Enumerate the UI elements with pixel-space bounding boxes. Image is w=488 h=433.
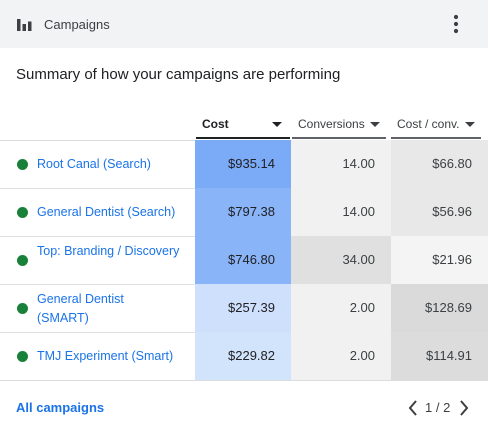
table-row: Top: Branding / Discovery $746.80 34.00 … bbox=[0, 236, 488, 284]
card-header: Campaigns bbox=[0, 0, 488, 48]
column-underline bbox=[196, 137, 290, 139]
cost-per-conv-cell: $114.91 bbox=[391, 332, 488, 380]
campaign-link[interactable]: TMJ Experiment (Smart) bbox=[37, 349, 174, 363]
status-enabled-icon bbox=[17, 159, 28, 170]
cost-per-conv-cell: $56.96 bbox=[391, 188, 488, 236]
table-row: Root Canal (Search) $935.14 14.00 $66.80 bbox=[0, 140, 488, 188]
conversions-cell: 2.00 bbox=[291, 332, 391, 380]
cost-per-conv-cell: $128.69 bbox=[391, 284, 488, 332]
page-indicator: 1 / 2 bbox=[425, 400, 451, 415]
summary-text: Summary of how your campaigns are perfor… bbox=[16, 66, 341, 83]
sort-arrow-icon bbox=[272, 122, 282, 127]
cost-cell: $229.82 bbox=[195, 332, 291, 380]
status-enabled-icon bbox=[17, 303, 28, 314]
column-underline bbox=[292, 137, 386, 139]
campaign-link[interactable]: Root Canal (Search) bbox=[37, 157, 151, 171]
column-header-cost[interactable]: Cost bbox=[196, 113, 290, 139]
status-enabled-icon bbox=[17, 207, 28, 218]
table-row: General Dentist (SMART) $257.39 2.00 $12… bbox=[0, 284, 488, 332]
column-header-label: Conversions bbox=[298, 117, 365, 131]
status-enabled-icon bbox=[17, 255, 28, 266]
row-divider bbox=[0, 188, 195, 189]
column-header-cost-per-conv[interactable]: Cost / conv. bbox=[391, 113, 481, 139]
column-header-label: Cost bbox=[202, 117, 229, 131]
campaign-link[interactable]: General Dentist (Search) bbox=[37, 205, 176, 219]
cost-cell: $746.80 bbox=[195, 236, 291, 284]
chevron-right-icon[interactable] bbox=[456, 398, 472, 418]
conversions-cell: 34.00 bbox=[291, 236, 391, 284]
cost-per-conv-cell: $66.80 bbox=[391, 140, 488, 188]
campaign-link[interactable]: Top: Branding / Discovery bbox=[37, 244, 180, 258]
conversions-cell: 14.00 bbox=[291, 188, 391, 236]
row-divider bbox=[0, 236, 195, 237]
dropdown-arrow-icon bbox=[465, 122, 475, 127]
status-enabled-icon bbox=[17, 351, 28, 362]
more-vert-icon[interactable] bbox=[446, 12, 466, 36]
table-row: General Dentist (Search) $797.38 14.00 $… bbox=[0, 188, 488, 236]
dropdown-arrow-icon bbox=[370, 122, 380, 127]
chevron-left-icon[interactable] bbox=[405, 398, 421, 418]
card-title: Campaigns bbox=[44, 17, 110, 32]
all-campaigns-link[interactable]: All campaigns bbox=[16, 400, 105, 415]
cost-per-conv-cell: $21.96 bbox=[391, 236, 488, 284]
cost-cell: $797.38 bbox=[195, 188, 291, 236]
column-underline bbox=[391, 137, 481, 139]
row-divider bbox=[0, 332, 195, 333]
column-header-conversions[interactable]: Conversions bbox=[292, 113, 386, 139]
campaign-link[interactable]: General Dentist (SMART) bbox=[37, 292, 124, 325]
table-row: TMJ Experiment (Smart) $229.82 2.00 $114… bbox=[0, 332, 488, 380]
bar-chart-icon bbox=[17, 19, 32, 31]
cost-cell: $935.14 bbox=[195, 140, 291, 188]
row-divider bbox=[0, 284, 195, 285]
column-header-label: Cost / conv. bbox=[397, 117, 460, 131]
table-bottom-divider bbox=[0, 380, 488, 381]
cost-cell: $257.39 bbox=[195, 284, 291, 332]
conversions-cell: 14.00 bbox=[291, 140, 391, 188]
conversions-cell: 2.00 bbox=[291, 284, 391, 332]
